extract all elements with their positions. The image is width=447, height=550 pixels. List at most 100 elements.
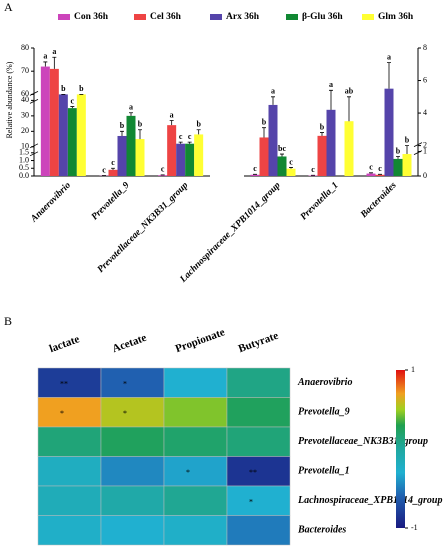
heatmap-cell <box>100 397 165 428</box>
bar <box>402 154 412 176</box>
bar <box>135 139 145 176</box>
column-label: lactate <box>48 333 81 355</box>
significance-letter: bc <box>278 144 286 153</box>
bar <box>158 175 168 176</box>
legend-swatch <box>362 14 374 20</box>
significance-letter: ab <box>345 87 354 96</box>
panel-label: A <box>4 0 13 14</box>
significance-letter: b <box>120 121 125 130</box>
significance-mark: * <box>123 409 127 418</box>
significance-mark: ** <box>60 380 68 389</box>
significance-letter: c <box>369 163 373 172</box>
legend-label: Con 36h <box>74 12 109 22</box>
error-bar <box>52 56 57 69</box>
y-tick-label: 60 <box>21 89 29 98</box>
y-tick-label: 8 <box>423 43 427 52</box>
significance-letter: c <box>161 165 165 174</box>
significance-letter: c <box>102 165 106 174</box>
error-bar <box>129 112 133 116</box>
bar <box>126 115 136 176</box>
bar <box>268 104 278 176</box>
significance-letter: b <box>320 122 325 131</box>
error-bar <box>329 89 333 110</box>
heatmap-cell <box>163 426 228 457</box>
legend-swatch <box>210 14 222 20</box>
error-bar <box>196 129 201 135</box>
significance-letter: b <box>61 84 66 93</box>
error-bar <box>138 129 142 140</box>
error-bar <box>387 62 391 89</box>
legend-label: Glm 36h <box>378 12 414 22</box>
bar <box>393 158 403 176</box>
y-tick-label: 10 <box>21 142 29 151</box>
heatmap-cell <box>226 456 291 487</box>
heatmap-cell <box>100 426 165 457</box>
significance-mark: * <box>123 380 127 389</box>
heatmap-cell <box>100 485 165 516</box>
significance-mark: ** <box>249 468 257 477</box>
error-bar <box>111 167 115 170</box>
x-tick-label: Prevotella_9 <box>90 180 132 222</box>
heatmap-cell <box>226 397 291 428</box>
bar <box>259 137 269 176</box>
significance-letter: c <box>71 96 75 105</box>
error-bar <box>169 120 174 126</box>
y-tick-label: 4 <box>423 108 427 117</box>
significance-letter: c <box>289 157 293 166</box>
significance-letter: c <box>378 164 382 173</box>
column-label: Acetate <box>111 332 148 355</box>
heatmap-cell <box>37 515 102 546</box>
significance-letter: c <box>111 158 115 167</box>
significance-mark: * <box>186 468 190 477</box>
y-tick-label: 1.0 <box>19 155 29 164</box>
heatmap-cell <box>163 485 228 516</box>
y-tick-label: 40 <box>21 95 29 104</box>
bar <box>40 66 50 176</box>
significance-mark: * <box>249 498 253 507</box>
y-tick-label: 6 <box>423 75 427 84</box>
colorbar-label: -1 <box>411 523 418 532</box>
bar <box>67 108 77 176</box>
bar <box>49 68 59 176</box>
bar <box>117 135 127 176</box>
panel-label: B <box>4 314 12 328</box>
bar <box>176 143 186 176</box>
heatmap-cell <box>37 456 102 487</box>
bar <box>58 94 68 176</box>
error-bar <box>178 141 183 144</box>
significance-letter: a <box>170 110 174 119</box>
y-tick-label: 30 <box>21 111 29 120</box>
bar <box>76 94 86 176</box>
significance-letter: c <box>179 132 183 141</box>
legend-swatch <box>58 14 70 20</box>
x-tick-label: Lachnospiraceae_XPB1014_group <box>178 180 283 285</box>
column-label: Butyrate <box>237 330 280 356</box>
error-bar <box>120 130 124 136</box>
error-bar <box>187 141 192 144</box>
error-bar <box>289 167 293 169</box>
heatmap-cell <box>226 426 291 457</box>
legend-swatch <box>134 14 146 20</box>
significance-letter: b <box>196 120 201 129</box>
heatmap-cell <box>163 397 228 428</box>
legend-swatch <box>286 14 298 20</box>
error-bar <box>70 106 75 109</box>
x-tick-label: Prevotella_1 <box>299 181 341 223</box>
row-label: Prevotellaceae_NK3B31_group <box>298 436 428 447</box>
heatmap-cell <box>226 515 291 546</box>
heatmap-cell <box>37 426 102 457</box>
heatmap-cell <box>37 397 102 428</box>
significance-letter: c <box>253 164 257 173</box>
y-tick-label: 2 <box>423 140 427 149</box>
heatmap-cell <box>163 515 228 546</box>
legend-label: Cel 36h <box>150 12 182 22</box>
row-label: Prevotella_1 <box>298 466 350 477</box>
row-label: Lachnospiraceae_XPB1014_group <box>297 495 442 506</box>
bar <box>250 174 260 176</box>
heatmap-cell <box>163 367 228 398</box>
bar <box>108 169 118 176</box>
heatmap-cell <box>226 485 291 516</box>
error-bar <box>320 132 324 136</box>
heatmap-cell <box>37 367 102 398</box>
